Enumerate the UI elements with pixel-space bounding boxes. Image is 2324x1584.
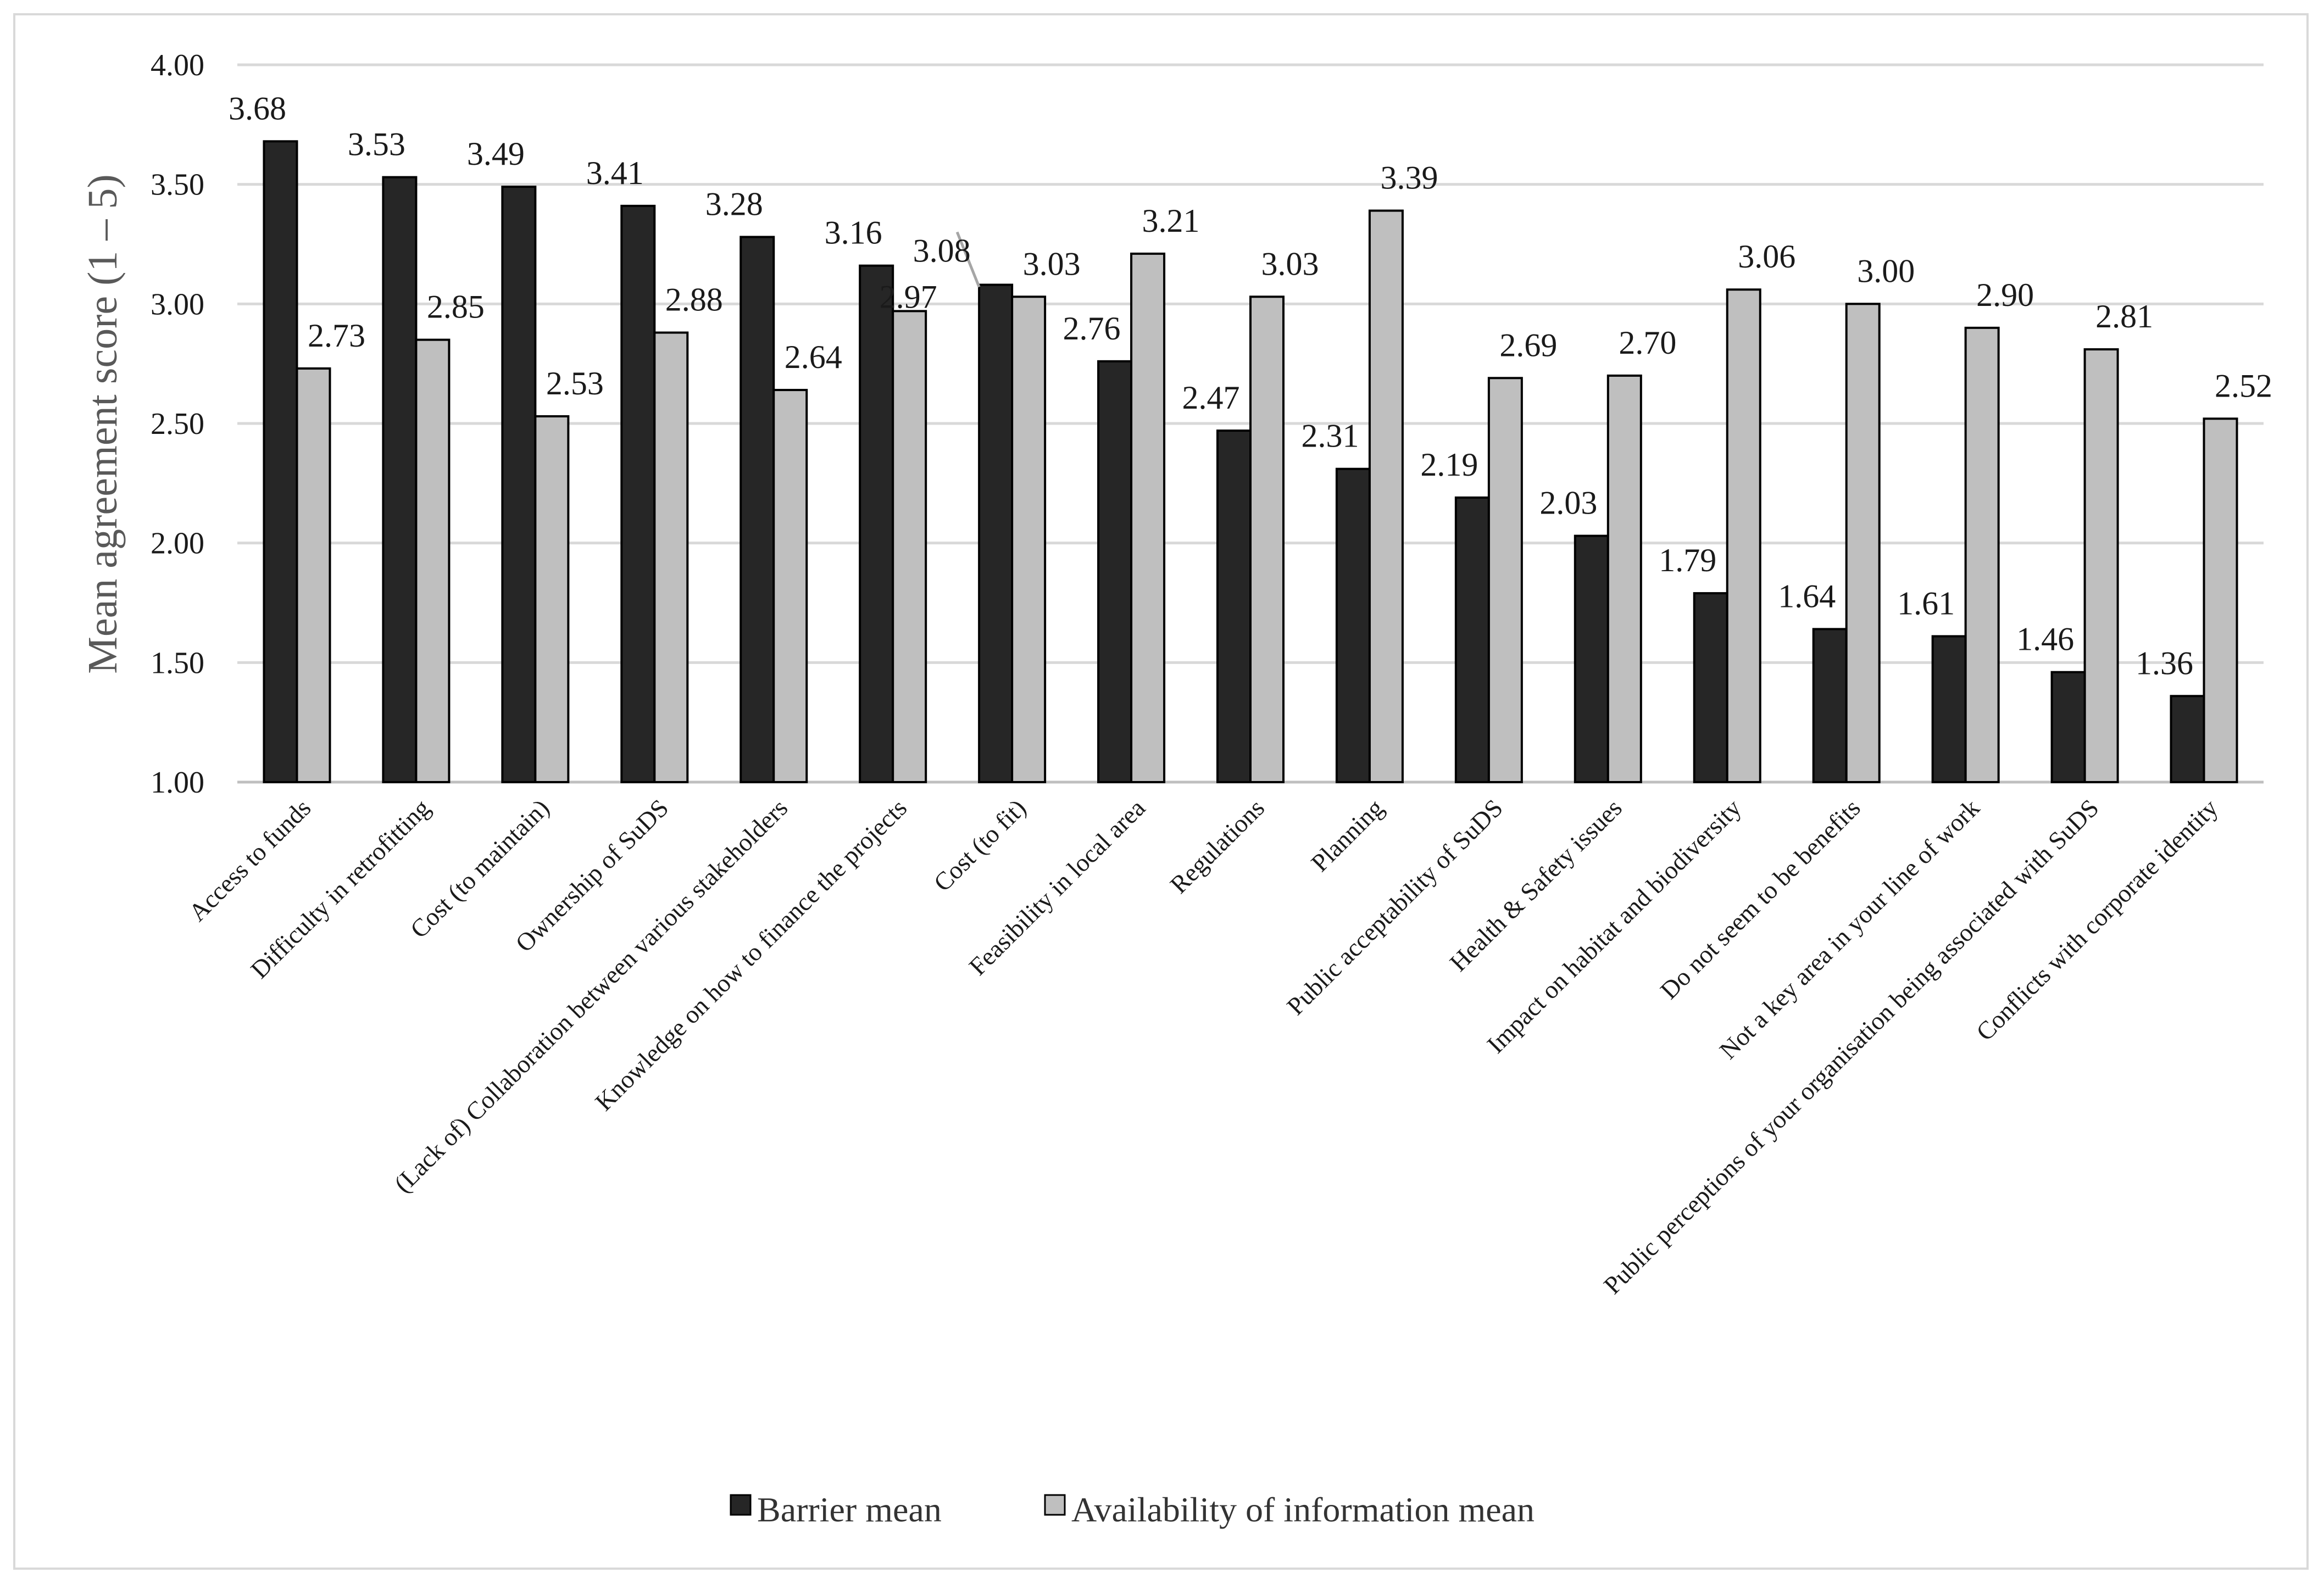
bar-availability-mean [1726,288,1761,783]
x-category-label: Public acceptability of SuDS [1281,794,1508,1020]
legend-swatch-barrier-mean [730,1494,752,1516]
data-label-barrier-mean: 3.53 [348,126,405,163]
data-label-availability-mean: 3.03 [1023,246,1081,282]
bar-barrier-mean [1454,496,1490,783]
data-label-barrier-mean: 2.31 [1301,418,1359,454]
x-category-label: Conflicts with corporate identity [1971,794,2223,1046]
data-label-availability-mean: 2.70 [1619,325,1676,361]
bar-availability-mean [1964,326,2000,783]
bar-barrier-mean [501,186,537,783]
bar-barrier-mean [263,140,298,784]
data-label-barrier-mean: 3.08 [913,233,971,269]
bar-availability-mean [1011,295,1047,783]
data-label-barrier-mean: 2.03 [1539,485,1597,521]
legend-label-barrier-mean: Barrier mean [757,1490,942,1529]
y-tick-label: 1.00 [151,766,204,800]
x-category-label: (Lack of) Collaboration between various … [388,794,793,1198]
data-label-barrier-mean: 3.16 [825,215,882,251]
x-category-label: Regulations [1165,794,1270,899]
data-label-availability-mean: 2.90 [1976,277,2034,313]
bar-barrier-mean [740,236,775,783]
bar-availability-mean [1845,303,1881,783]
y-tick-label: 1.50 [151,646,204,680]
y-axis-title: Mean agreement score (1 – 5) [80,174,126,673]
data-label-barrier-mean: 1.46 [2016,621,2074,657]
bar-barrier-mean [1931,635,1967,783]
data-label-barrier-mean: 3.49 [467,136,525,172]
x-category-label: Planning [1305,794,1389,877]
bar-barrier-mean [620,204,656,783]
data-label-barrier-mean: 2.76 [1063,310,1121,347]
data-label-availability-mean: 2.97 [880,278,937,315]
bar-barrier-mean [382,176,418,783]
data-label-availability-mean: 3.00 [1857,253,1915,289]
bar-availability-mean [1130,252,1166,783]
data-label-barrier-mean: 2.47 [1182,380,1240,416]
bar-availability-mean [534,415,570,783]
legend-label-availability-mean: Availability of information mean [1071,1490,1534,1529]
x-category-label: Do not seem to be benefits [1655,794,1866,1005]
bar-barrier-mean [1812,628,1848,784]
bar-barrier-mean [859,264,894,783]
x-category-label: Cost (to fit) [928,794,1031,897]
bar-availability-mean [1368,209,1404,783]
bar-barrier-mean [1693,592,1728,783]
y-axis-ticks: 1.00 1.50 2.00 2.50 3.00 3.50 4.00 [151,48,204,800]
bar-availability-mean [772,389,808,783]
bar-availability-mean [2083,348,2119,783]
data-label-availability-mean: 3.03 [1261,246,1319,282]
data-label-availability-mean: 2.64 [785,339,842,375]
data-label-availability-mean: 3.06 [1738,238,1795,275]
bar-availability-mean [2203,417,2238,783]
data-label-barrier-mean: 1.79 [1659,542,1716,578]
bar-availability-mean [1249,295,1285,783]
data-labels: 3.68 3.53 3.49 3.41 3.28 3.16 3.08 2.76 2.47 2.31… [229,90,2272,681]
bar-barrier-mean [1574,534,1609,784]
legend: Barrier mean Availability of information… [730,1490,1534,1529]
data-label-availability-mean: 2.81 [2095,298,2153,334]
bar-availability-mean [296,367,331,783]
y-tick-label: 2.50 [151,407,204,441]
bar-barrier-mean [2050,671,2086,784]
data-label-availability-mean: 3.21 [1142,203,1200,239]
x-category-label: Impact on habitat and biodiversity [1482,794,1747,1058]
bar-barrier-mean [1097,360,1133,783]
y-tick-label: 4.00 [151,48,204,82]
data-label-availability-mean: 2.53 [546,365,604,401]
bar-availability-mean [1606,374,1642,783]
legend-swatch-availability-mean [1044,1494,1066,1516]
bar-availability-mean [892,310,927,783]
data-label-barrier-mean: 1.64 [1778,578,1836,614]
data-label-barrier-mean: 3.28 [705,186,763,222]
bar-availability-mean [1487,377,1523,783]
x-category-label: Not a key area in your line of work [1714,794,1985,1064]
data-label-availability-mean: 3.39 [1380,160,1438,196]
bars [263,140,2238,784]
data-label-barrier-mean: 3.41 [586,155,644,191]
data-label-barrier-mean: 1.36 [2136,645,2193,681]
data-label-availability-mean: 2.88 [665,282,723,318]
x-category-label: Access to funds [184,794,316,927]
bar-availability-mean [415,338,451,783]
bar-barrier-mean [978,283,1014,783]
bar-barrier-mean [1335,467,1371,783]
bar-barrier-mean [2170,695,2205,784]
data-label-barrier-mean: 1.61 [1897,585,1955,621]
data-label-availability-mean: 2.52 [2215,367,2272,404]
bar-availability-mean [653,331,689,783]
data-label-leader-line [955,231,981,288]
data-label-availability-mean: 2.69 [1499,327,1557,363]
data-label-barrier-mean: 2.19 [1420,447,1478,483]
data-label-availability-mean: 2.85 [427,289,485,325]
y-tick-label: 2.00 [151,527,204,561]
data-label-barrier-mean: 3.68 [229,90,286,126]
bar-barrier-mean [1216,430,1252,783]
data-label-availability-mean: 2.73 [308,317,365,354]
y-tick-label: 3.00 [151,287,204,321]
y-tick-label: 3.50 [151,168,204,202]
